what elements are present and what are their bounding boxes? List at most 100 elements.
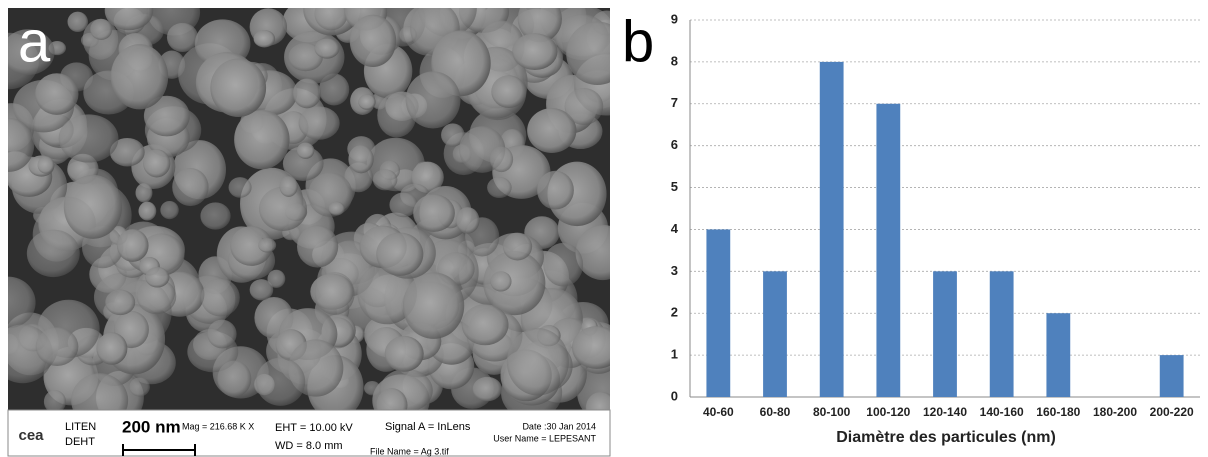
particle [279,176,298,197]
particle [200,278,240,317]
particle [314,38,340,59]
x-tick-label: 60-80 [760,405,791,419]
particle [37,156,55,174]
particle [105,289,136,316]
particle [67,11,88,33]
info-text: File Name = Ag 3.tif [370,446,449,456]
particle [566,21,610,85]
y-tick-label: 9 [671,11,678,26]
particle [145,266,170,288]
bar [819,61,844,398]
particle [349,14,397,67]
particle [172,168,209,207]
panel-label: b [622,9,654,74]
particle [143,149,171,178]
y-tick-label: 1 [671,347,678,362]
info-text: Date :30 Jan 2014 [522,421,596,431]
particle [298,106,340,140]
particle [502,232,533,261]
particle [292,78,322,109]
particle [258,238,277,253]
y-tick-label: 7 [671,95,678,110]
particle [455,207,480,234]
particle [35,73,79,115]
bar [1159,355,1184,397]
particle [296,142,315,159]
y-tick-label: 8 [671,53,678,68]
particle [491,75,527,109]
particle [217,360,252,398]
particle [517,8,562,43]
info-text: User Name = LEPESANT [493,433,596,443]
particle [537,170,574,210]
particle [200,202,231,230]
particle [138,201,157,221]
x-tick-label: 80-100 [813,405,851,419]
particle [512,33,558,71]
particle [543,242,584,287]
bar [989,271,1014,397]
particle [461,304,509,346]
x-tick-label: 140-160 [980,405,1024,419]
particle [109,137,145,167]
particle [110,44,169,110]
particle [483,250,546,316]
particle [575,224,610,281]
particle [402,272,465,339]
y-tick-label: 3 [671,263,678,278]
x-tick-label: 180-200 [1093,405,1137,419]
particle [136,278,177,315]
particle [234,109,290,170]
bar [763,271,787,397]
particle [506,328,569,396]
x-tick-label: 120-140 [923,405,967,419]
particle [90,18,113,40]
bar [706,229,731,397]
particle [441,123,465,147]
particle [143,95,190,137]
particle [318,73,350,106]
particle [43,390,67,410]
particle [564,88,604,126]
particle [26,229,80,278]
particle [314,8,348,31]
sem-particles [8,8,610,410]
particle [376,232,424,276]
y-tick-label: 2 [671,305,678,320]
particle [255,357,306,406]
particle [282,146,324,182]
particle [210,58,267,118]
particle [104,8,154,31]
y-tick-label: 6 [671,137,678,152]
scale-bar [122,444,196,456]
particle [288,42,323,72]
particle [71,373,129,410]
bar [876,103,901,398]
particle [487,176,512,199]
particle [8,117,35,172]
info-text: Signal A = InLens [385,421,471,433]
particle [8,276,36,329]
scale-label: 200 nm [122,417,181,436]
x-tick-label: 40-60 [703,405,734,419]
particle [8,29,55,75]
sem-info-bar [7,409,611,457]
particle [376,388,408,410]
particle [372,169,398,191]
y-tick-label: 4 [671,221,679,236]
particle [489,146,514,173]
info-text: WD = 8.0 mm [275,440,343,452]
x-tick-label: 200-220 [1150,405,1194,419]
particle [207,319,237,349]
particle [259,186,307,231]
logo: cea [18,427,44,444]
particle [228,177,252,198]
particle [135,183,153,203]
particle [166,22,199,52]
particle [348,145,374,174]
particle [527,108,577,153]
particle [129,377,150,397]
bar [933,271,957,397]
particle [314,272,355,315]
